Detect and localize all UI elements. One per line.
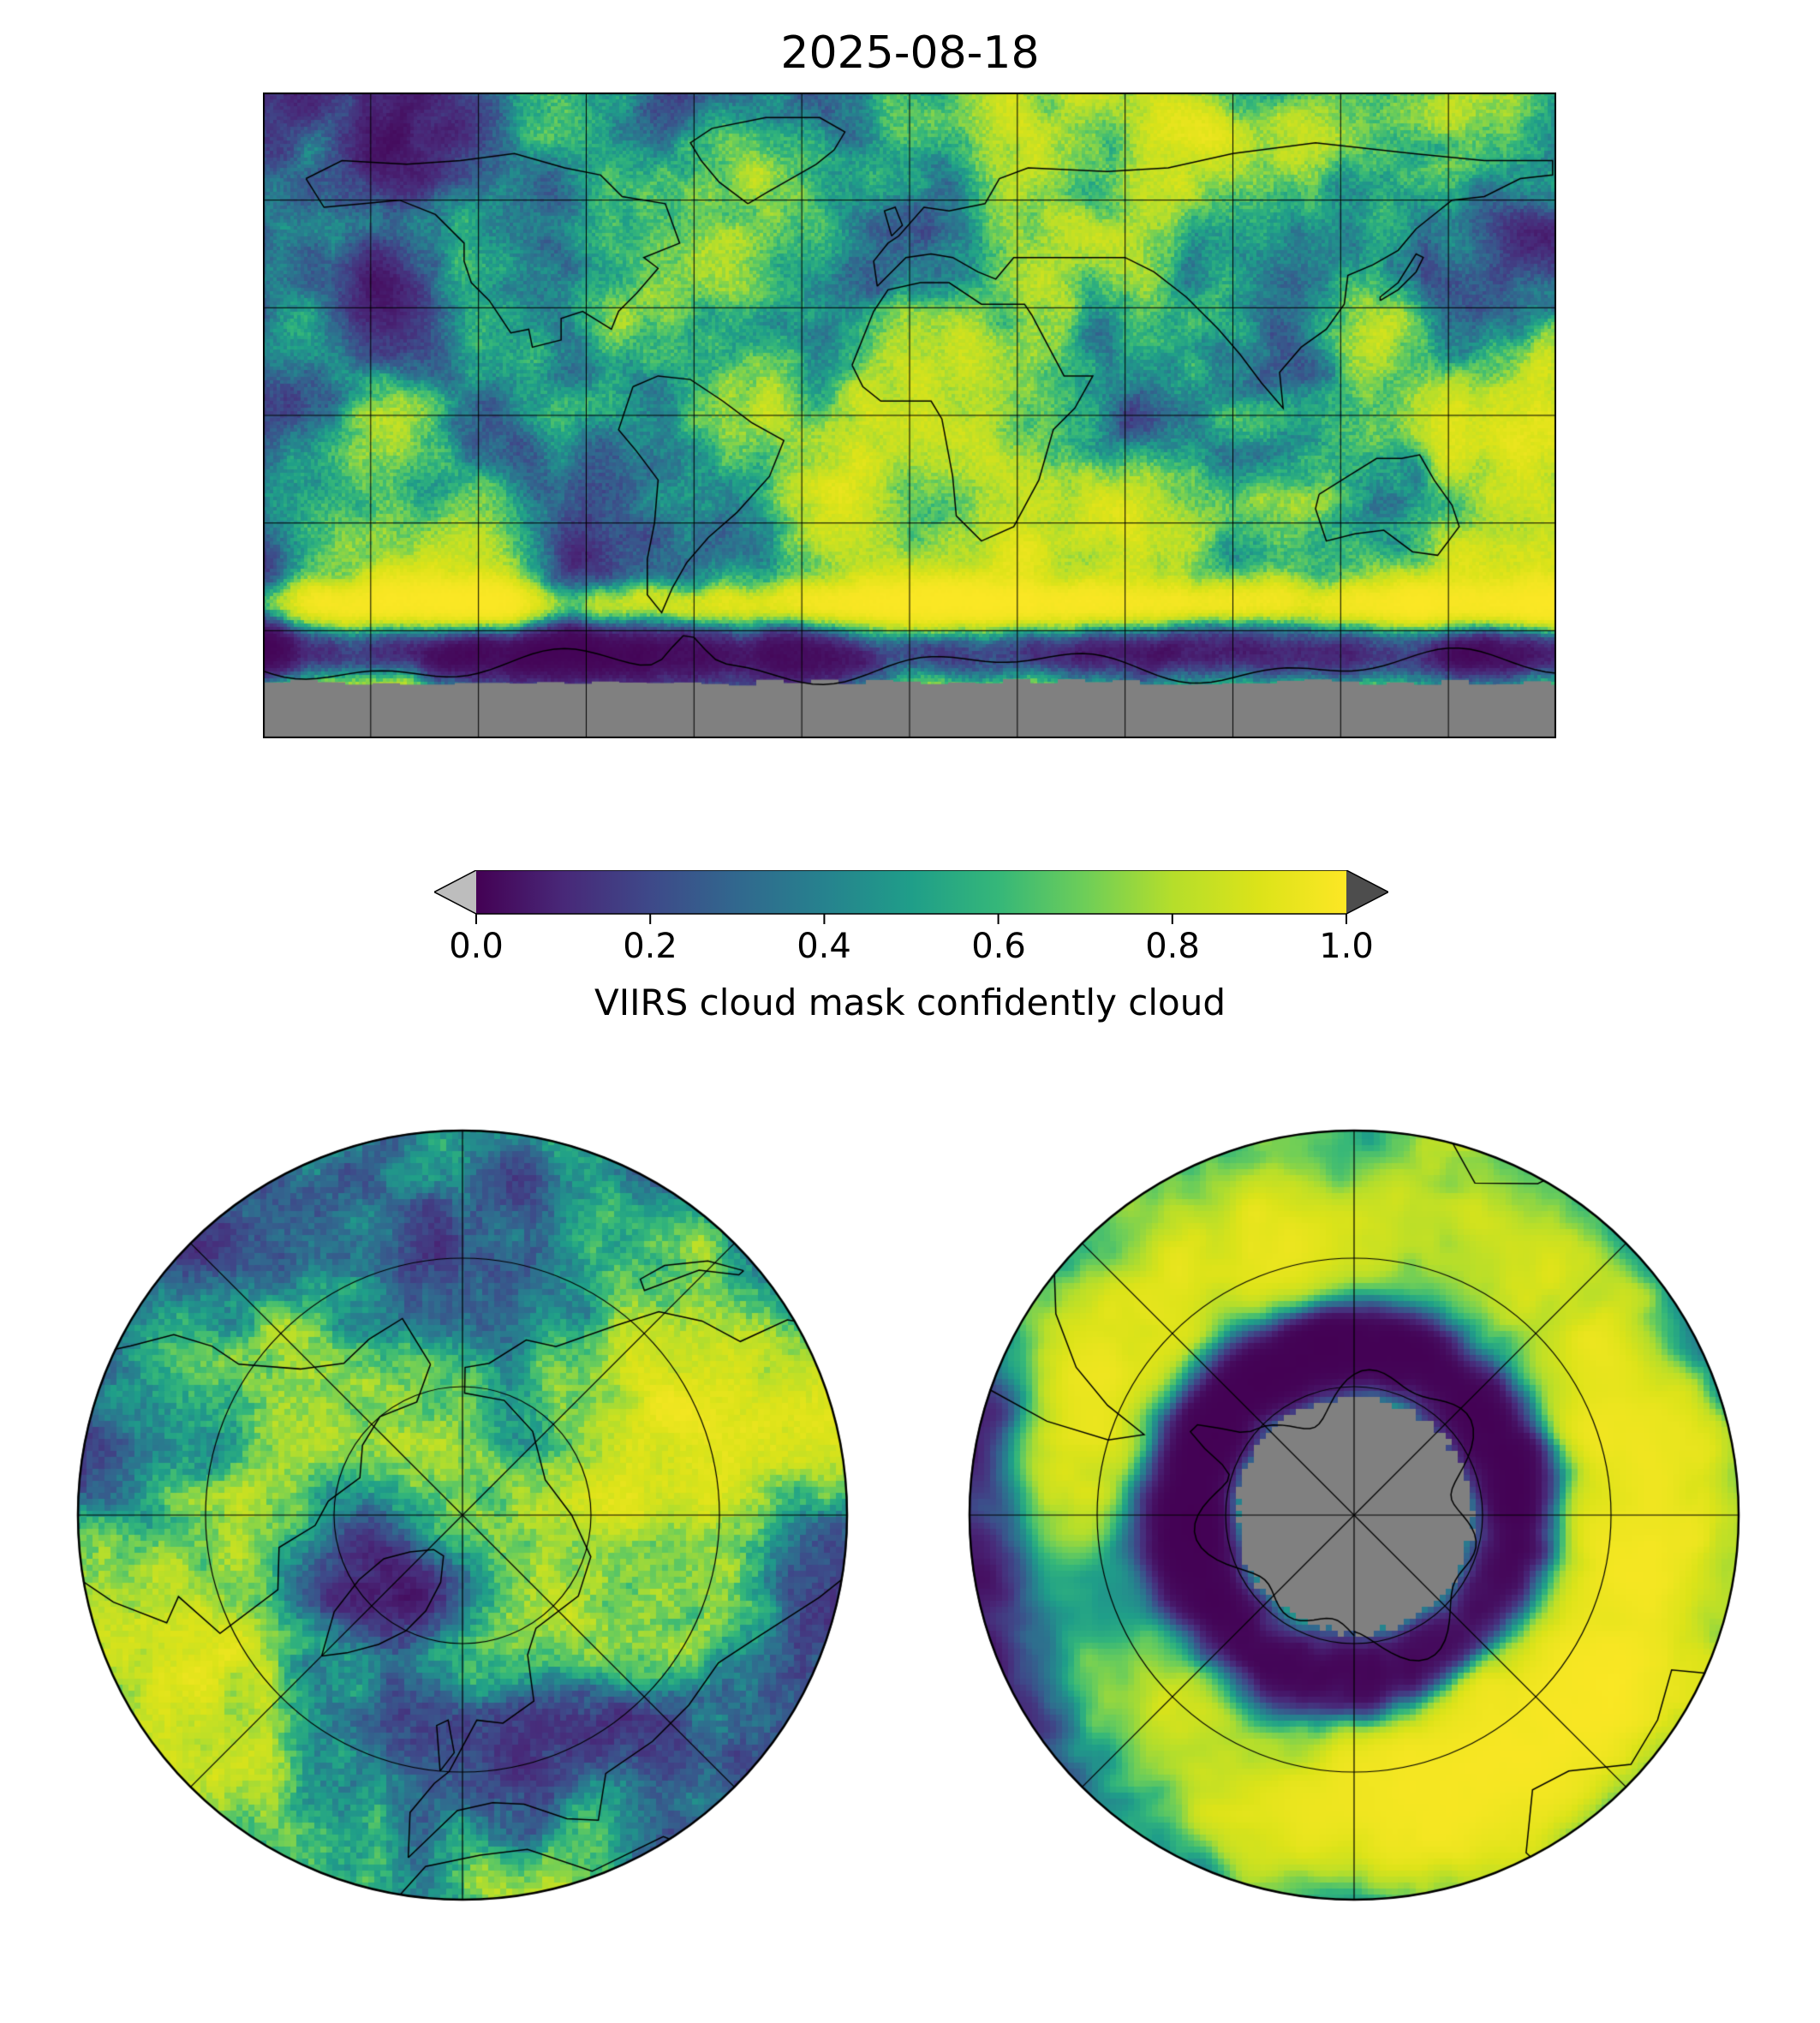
colorbar-tick-marks <box>475 914 1347 924</box>
colorbar-label: VIIRS cloud mask confidently cloud <box>594 982 1226 1023</box>
north-polar-cloud-mask-map <box>75 1127 850 1903</box>
colorbar-tick-label: 1.0 <box>1319 927 1374 966</box>
colorbar-tick-label: 0.0 <box>449 927 504 966</box>
colorbar-over-arrow <box>1346 870 1388 914</box>
colorbar-tick-label: 0.8 <box>1145 927 1200 966</box>
colorbar-gradient <box>476 870 1346 914</box>
south-polar-cloud-mask-map <box>966 1127 1742 1903</box>
global-cloud-mask-map <box>263 92 1556 738</box>
colorbar-tick-label: 0.4 <box>797 927 851 966</box>
colorbar-under-arrow <box>434 870 476 914</box>
figure-title: 2025-08-18 <box>780 27 1040 79</box>
colorbar-tick-label: 0.6 <box>971 927 1026 966</box>
colorbar-tick-label: 0.2 <box>623 927 677 966</box>
colorbar <box>434 870 1388 924</box>
